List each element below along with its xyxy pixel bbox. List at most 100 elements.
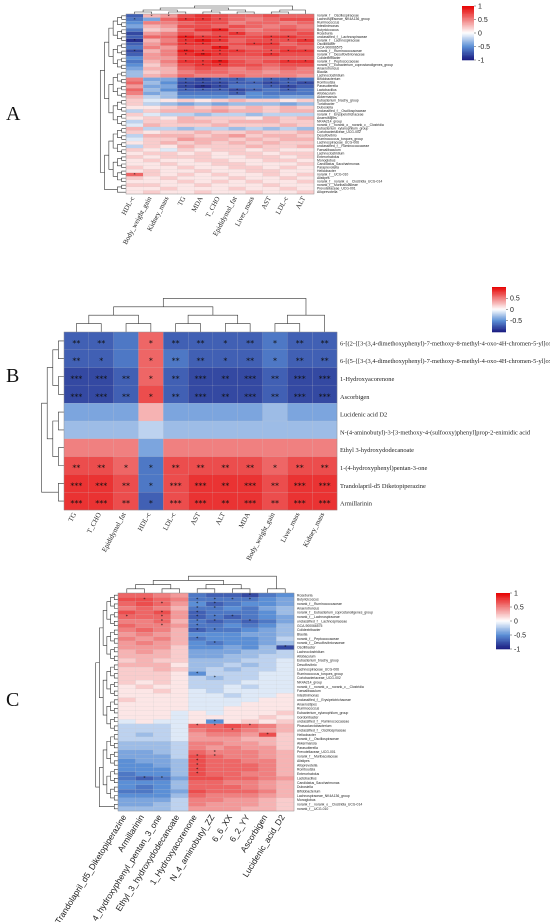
heatmap-cell [170,601,189,607]
legend-gradient-step [496,623,510,626]
heatmap-cell [194,176,212,181]
legend-gradient-step [492,315,506,317]
legend-gradient-step [462,47,474,50]
significance-marker: * [249,723,252,729]
heatmap-cell [279,42,298,47]
significance-marker: *** [170,499,182,508]
legend-gradient-step [492,319,506,322]
significance-marker: ** [271,481,279,490]
heatmap-cell [245,169,264,174]
significance-marker: ** [201,83,205,88]
heatmap-cell [188,776,207,781]
heatmap-cell [279,155,298,159]
significance-marker: * [273,357,277,366]
legend-tick-label: -0.5 [514,632,526,639]
row-dendrogram-branch [113,664,118,670]
heatmap-cell [125,28,144,32]
heatmap-cell [153,684,172,690]
heatmap-cell [125,158,144,163]
heatmap-cell [125,56,144,61]
heatmap-cell [113,420,139,440]
heatmap-cell [258,758,277,764]
heatmap-cell [296,190,315,195]
heatmap-cell [262,95,281,99]
row-dendrogram-branch [113,647,118,653]
heatmap-cell [125,179,144,184]
heatmap-cell [223,749,242,755]
heatmap-cell [170,710,189,716]
column-dendrogram-branch [196,588,216,593]
heatmap-cell [125,165,144,170]
heatmap-cell [211,158,229,163]
significance-marker: ** [271,499,279,508]
heatmap-cell [170,632,189,637]
heatmap-cell [228,109,246,114]
heatmap-cell [117,623,136,629]
heatmap-cell [276,771,295,777]
legend-gradient-step [462,28,474,31]
heatmap-cell [223,789,242,794]
significance-marker: ** [296,463,304,472]
row-label: Eubacterium_brachy_group [317,98,359,102]
row-label: Lachnospiraceae_UCG-006 [317,141,359,145]
heatmap-cell [258,680,277,685]
row-dendrogram-branch [99,767,115,807]
heatmap-cell [287,403,313,422]
row-label: Monoglobus [317,158,336,162]
heatmap-cell [276,667,295,672]
heatmap-cell [125,63,144,68]
heatmap-cell [262,420,288,440]
heatmap-cell [223,780,242,786]
legend-gradient-step [492,328,506,331]
row-label: Roseburia [317,31,333,35]
row-label: Alloprevotella [297,763,317,767]
row-label: Dubosiella [317,105,333,109]
row-label: Desulfovibrio [317,134,337,138]
significance-marker: * [231,597,234,603]
heatmap-cell [125,105,144,110]
row-label: Lachnospiraceae_NK4A136_group [297,794,350,798]
heatmap-cell [258,601,277,607]
heatmap-cell [262,165,281,170]
row-dendrogram-branch [121,22,126,27]
heatmap-cell [228,56,246,61]
heatmap-cell [170,771,189,777]
heatmap-cell [279,179,298,184]
heatmap-cell [205,771,224,777]
heatmap-cell [241,732,260,738]
heatmap-cell [160,102,178,107]
heatmap-cell [211,186,229,191]
heatmap-cell [117,784,136,790]
heatmap-cell [143,20,161,25]
heatmap-cell [125,144,144,149]
heatmap-cell [135,758,154,764]
heatmap-cell [170,706,189,711]
legend-gradient-step [496,597,510,599]
heatmap-cell [170,653,189,659]
heatmap-cell [125,183,144,188]
heatmap-cell [194,151,212,156]
column-label: AST [189,511,203,527]
row-label: Prevotellaceae_UCG-001 [317,187,356,191]
column-dendrogram-branch [135,584,172,589]
heatmap-cell [205,802,224,807]
heatmap-cell [241,776,260,781]
heatmap-cell [117,636,136,642]
heatmap-cell [117,671,136,677]
legend-gradient-step [462,42,474,45]
heatmap-cell [177,105,195,110]
heatmap-cell [160,80,178,85]
heatmap-cell [258,776,277,781]
heatmap-cell [160,109,178,114]
heatmap-cell [117,710,136,716]
heatmap-cell [262,116,281,121]
row-label: Coriobacteriaceae_UCG-002 [317,130,361,134]
heatmap-cell [153,658,172,664]
heatmap-cell [135,749,154,755]
heatmap-cell [205,741,224,746]
heatmap-cell [125,186,144,191]
row-label: N-(4-aminobutyl)-3-[3-methoxy-4-(sulfoox… [340,429,531,436]
heatmap-cell [228,102,246,107]
heatmap-cell [117,653,136,659]
